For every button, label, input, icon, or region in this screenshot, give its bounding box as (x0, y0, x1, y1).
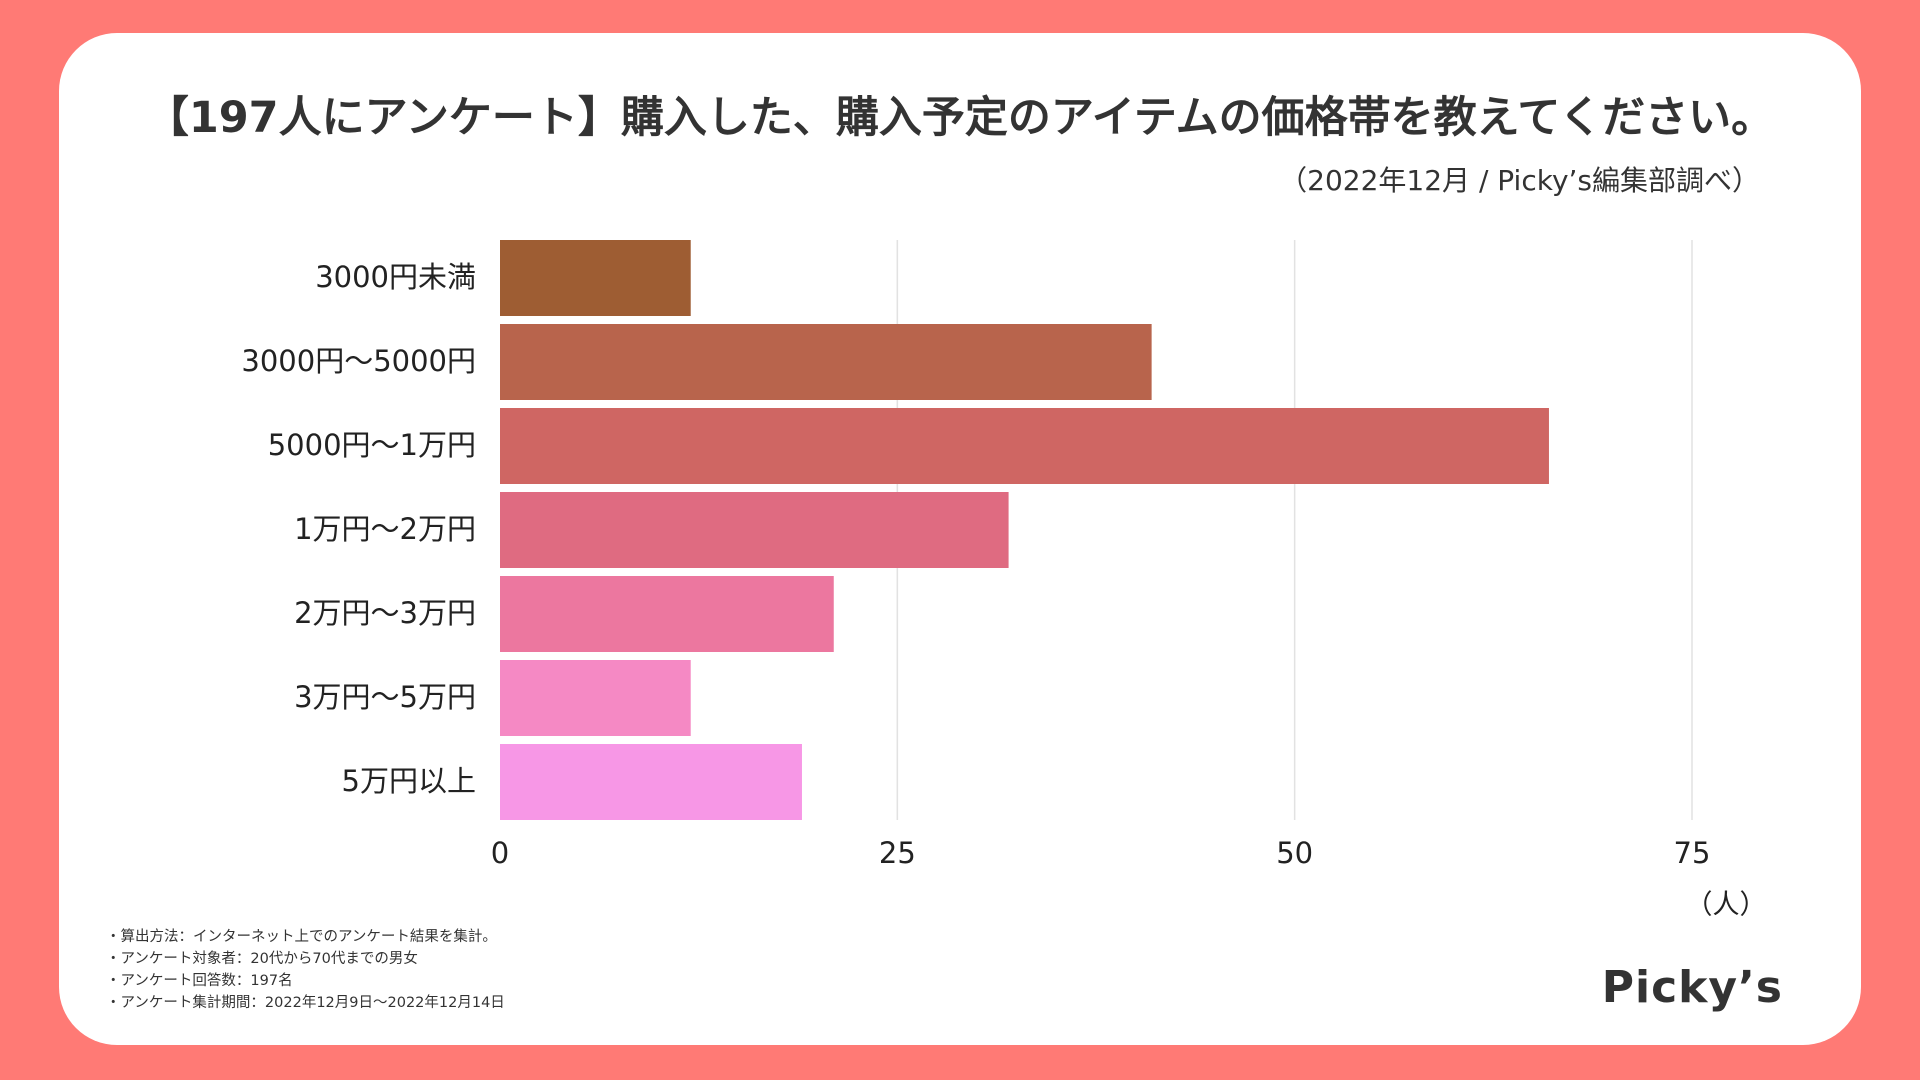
bar (500, 240, 691, 316)
bar (500, 408, 1549, 484)
x-tick-label: 50 (1276, 836, 1313, 870)
category-label: 1万円〜2万円 (294, 512, 476, 546)
bar (500, 492, 1009, 568)
bar (500, 744, 802, 820)
brand-logo: Picky’s (1601, 962, 1783, 1013)
category-label: 5万円以上 (342, 764, 476, 798)
x-tick-label: 0 (491, 836, 509, 870)
survey-notes: ・算出方法：インターネット上でのアンケート結果を集計。 ・アンケート対象者：20… (106, 926, 505, 1014)
bar (500, 576, 834, 652)
x-tick-label: 25 (879, 836, 916, 870)
note-method: ・算出方法：インターネット上でのアンケート結果を集計。 (106, 929, 497, 945)
category-label: 2万円〜3万円 (294, 596, 476, 630)
note-count: ・アンケート回答数：197名 (106, 973, 293, 989)
x-tick-label: 75 (1674, 836, 1711, 870)
category-label: 3000円〜5000円 (241, 344, 476, 378)
note-period: ・アンケート集計期間：2022年12月9日〜2022年12月14日 (106, 995, 505, 1011)
note-target: ・アンケート対象者：20代から70代までの男女 (106, 951, 418, 967)
bar (500, 324, 1152, 400)
bar (500, 660, 691, 736)
chart-title: 【197人にアンケート】購入した、購入予定のアイテムの価格帯を教えてください。 (145, 93, 1775, 143)
chart-subtitle: （2022年12月 / Picky’s編集部調べ） (1279, 164, 1760, 197)
category-label: 5000円〜1万円 (268, 428, 476, 462)
category-label: 3万円〜5万円 (294, 680, 476, 714)
category-label: 3000円未満 (315, 260, 476, 294)
x-axis-unit-label: （人） (1686, 890, 1767, 921)
